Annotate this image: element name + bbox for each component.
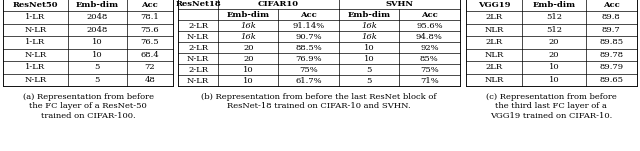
Text: 20: 20: [548, 51, 559, 59]
Text: (b) Representation from before the last ResNet block of
ResNet-18 trained on CIF: (b) Representation from before the last …: [201, 93, 436, 110]
Text: SVHN: SVHN: [385, 0, 413, 8]
Text: 72: 72: [145, 63, 156, 71]
Text: N-LR: N-LR: [24, 76, 47, 84]
Text: 10: 10: [364, 44, 374, 52]
Text: Emb-dim: Emb-dim: [348, 11, 390, 19]
Text: NLR: NLR: [484, 51, 504, 59]
Text: 2-LR: 2-LR: [188, 66, 208, 74]
Text: 92%: 92%: [420, 44, 438, 52]
Text: 76.9%: 76.9%: [295, 55, 322, 63]
Text: Emb-dim: Emb-dim: [227, 11, 270, 19]
Text: 10: 10: [548, 63, 559, 71]
Text: 10: 10: [364, 55, 374, 63]
Text: 16k: 16k: [361, 22, 377, 30]
Text: 89.78: 89.78: [599, 51, 623, 59]
Text: 94.8%: 94.8%: [416, 33, 443, 41]
Text: 1-LR: 1-LR: [26, 13, 45, 21]
Text: 95.6%: 95.6%: [416, 22, 443, 30]
Text: 89.79: 89.79: [599, 63, 623, 71]
Text: Emb-dim: Emb-dim: [532, 1, 575, 9]
Text: 20: 20: [243, 55, 253, 63]
Text: N-LR: N-LR: [187, 33, 209, 41]
Text: 75.6: 75.6: [141, 26, 159, 34]
Text: 91.14%: 91.14%: [292, 22, 324, 30]
Text: 5: 5: [95, 63, 100, 71]
Text: 16k: 16k: [241, 22, 256, 30]
Text: 89.8: 89.8: [602, 13, 621, 21]
Text: 89.65: 89.65: [599, 76, 623, 84]
Text: 20: 20: [243, 44, 253, 52]
Text: 10: 10: [92, 38, 102, 46]
Text: 10: 10: [548, 76, 559, 84]
Text: 2LR: 2LR: [486, 38, 502, 46]
Text: 76.5: 76.5: [141, 38, 159, 46]
Text: 75%: 75%: [300, 66, 318, 74]
Text: 61.7%: 61.7%: [295, 77, 322, 85]
Text: 68.4: 68.4: [141, 51, 159, 59]
Text: 89.7: 89.7: [602, 26, 621, 34]
Text: 2-LR: 2-LR: [188, 44, 208, 52]
Text: Acc: Acc: [300, 11, 317, 19]
Text: N-LR: N-LR: [187, 77, 209, 85]
Text: 5: 5: [366, 77, 372, 85]
Text: 5: 5: [95, 76, 100, 84]
Text: N-LR: N-LR: [24, 51, 47, 59]
Text: 71%: 71%: [420, 77, 439, 85]
Text: 16k: 16k: [361, 33, 377, 41]
Text: NLR: NLR: [484, 76, 504, 84]
Text: 2048: 2048: [86, 13, 108, 21]
Text: 75%: 75%: [420, 66, 439, 74]
Text: ResNet18: ResNet18: [175, 0, 221, 8]
Text: 1-LR: 1-LR: [26, 63, 45, 71]
Text: Emb-dim: Emb-dim: [76, 1, 119, 9]
Text: 88.5%: 88.5%: [295, 44, 322, 52]
Text: VGG19: VGG19: [478, 1, 510, 9]
Text: 85%: 85%: [420, 55, 439, 63]
Text: 2048: 2048: [86, 26, 108, 34]
Text: (a) Representation from before
the FC layer of a ResNet-50
trained on CIFAR-100.: (a) Representation from before the FC la…: [22, 93, 154, 120]
Text: 20: 20: [548, 38, 559, 46]
Text: 10: 10: [243, 77, 253, 85]
Text: ResNet50: ResNet50: [13, 1, 58, 9]
Text: NLR: NLR: [484, 26, 504, 34]
Text: 78.1: 78.1: [141, 13, 159, 21]
Text: 10: 10: [92, 51, 102, 59]
Text: 90.7%: 90.7%: [295, 33, 322, 41]
Text: Acc: Acc: [603, 1, 620, 9]
Text: (c) Representation from before
the third last FC layer of a
VGG19 trained on CIF: (c) Representation from before the third…: [486, 93, 617, 120]
Text: 1-LR: 1-LR: [26, 38, 45, 46]
Text: Acc: Acc: [421, 11, 438, 19]
Text: 2LR: 2LR: [486, 13, 502, 21]
Text: N-LR: N-LR: [24, 26, 47, 34]
Text: 89.85: 89.85: [599, 38, 623, 46]
Text: 10: 10: [243, 66, 253, 74]
Text: 48: 48: [145, 76, 156, 84]
Text: 16k: 16k: [241, 33, 256, 41]
Text: Acc: Acc: [141, 1, 158, 9]
Text: 2-LR: 2-LR: [188, 22, 208, 30]
Text: N-LR: N-LR: [187, 55, 209, 63]
Text: CIFAR10: CIFAR10: [258, 0, 299, 8]
Text: 512: 512: [546, 13, 562, 21]
Text: 512: 512: [546, 26, 562, 34]
Text: 5: 5: [366, 66, 372, 74]
Text: 2LR: 2LR: [486, 63, 502, 71]
